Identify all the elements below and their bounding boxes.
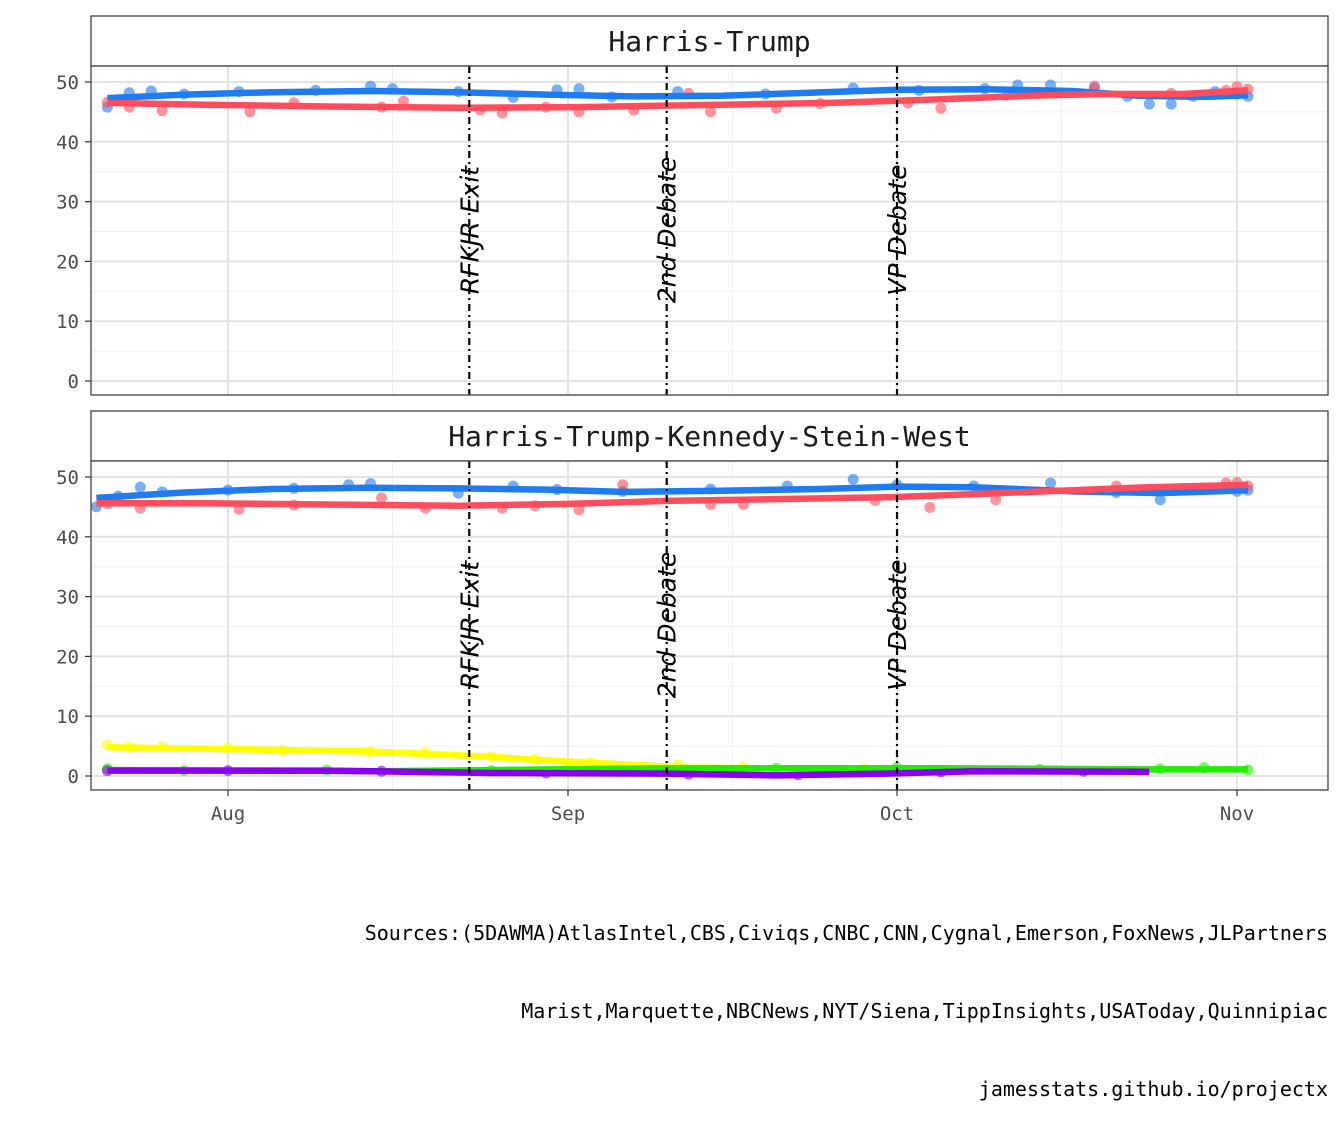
panel-title: Harris-Trump-Kennedy-Stein-West	[448, 420, 971, 453]
data-point	[1165, 98, 1177, 110]
panel-border	[90, 460, 1329, 791]
data-point	[1045, 477, 1057, 489]
y-tick-label: 0	[68, 766, 79, 788]
y-tick-label: 30	[56, 587, 79, 609]
data-point	[847, 473, 859, 485]
y-tick-label: 50	[56, 467, 79, 489]
panel-1: Harris-Trump 0 10 20 30 40 50 RFKJR Exit 2nd Deb…	[56, 15, 1329, 396]
event-label: 2nd Debate	[653, 157, 682, 304]
data-point	[1154, 494, 1166, 506]
y-tick-label: 10	[56, 706, 79, 728]
data-point	[376, 492, 388, 504]
data-point	[935, 102, 947, 114]
x-tick-label: Aug	[211, 803, 245, 825]
data-point	[397, 95, 409, 107]
y-tick-label: 50	[56, 72, 79, 94]
caption-line-1: Sources:(5DAWMA)AtlasIntel,CBS,Civiqs,CN…	[364, 921, 1328, 945]
panel-title: Harris-Trump	[608, 25, 810, 58]
y-tick-label: 20	[56, 251, 79, 273]
data-point	[244, 106, 256, 118]
caption-line-3: jamesstats.github.io/projectx	[978, 1077, 1328, 1101]
y-tick-label: 30	[56, 192, 79, 214]
y-tick-label: 20	[56, 646, 79, 668]
y-tick-label: 40	[56, 527, 79, 549]
event-label: VP Debate	[883, 164, 912, 295]
trend-line	[96, 481, 1249, 509]
data-point	[156, 105, 168, 117]
data-point	[134, 481, 146, 493]
event-label: 2nd Debate	[653, 552, 682, 699]
caption-line-2: Marist,Marquette,NBCNews,NYT/Siena,TippI…	[521, 999, 1328, 1023]
plot-background	[91, 66, 1328, 395]
data-point	[990, 494, 1002, 506]
x-tick-label: Oct	[880, 803, 914, 825]
y-tick-label: 0	[68, 371, 79, 393]
event-label: RFKJR Exit	[455, 165, 484, 294]
data-point	[705, 106, 717, 118]
y-tick-label: 40	[56, 132, 79, 154]
data-point	[1143, 98, 1155, 110]
x-tick-label: Sep	[551, 803, 585, 825]
panel-2: Harris-Trump-Kennedy-Stein-West 0 10 20 30 40…	[56, 410, 1329, 791]
panel-border	[90, 65, 1329, 396]
y-tick-label: 10	[56, 311, 79, 333]
data-point	[924, 501, 936, 513]
event-label: RFKJR Exit	[455, 560, 484, 689]
data-point	[573, 83, 585, 95]
trend-line	[107, 767, 1150, 779]
plot-background	[91, 461, 1328, 790]
event-label: VP Debate	[883, 559, 912, 690]
poll-chart: Harris-Trump 0 10 20 30 40 50 RFKJR Exit 2nd Deb…	[56, 15, 1329, 825]
data-point	[617, 479, 629, 491]
sources-caption: Sources:(5DAWMA)AtlasIntel,CBS,Civiqs,CN…	[365, 868, 1328, 1128]
data-point	[1088, 80, 1100, 92]
x-tick-label: Nov	[1220, 803, 1254, 825]
trend-line	[107, 87, 1249, 111]
panel-strip	[90, 15, 1329, 67]
data-point	[573, 504, 585, 516]
